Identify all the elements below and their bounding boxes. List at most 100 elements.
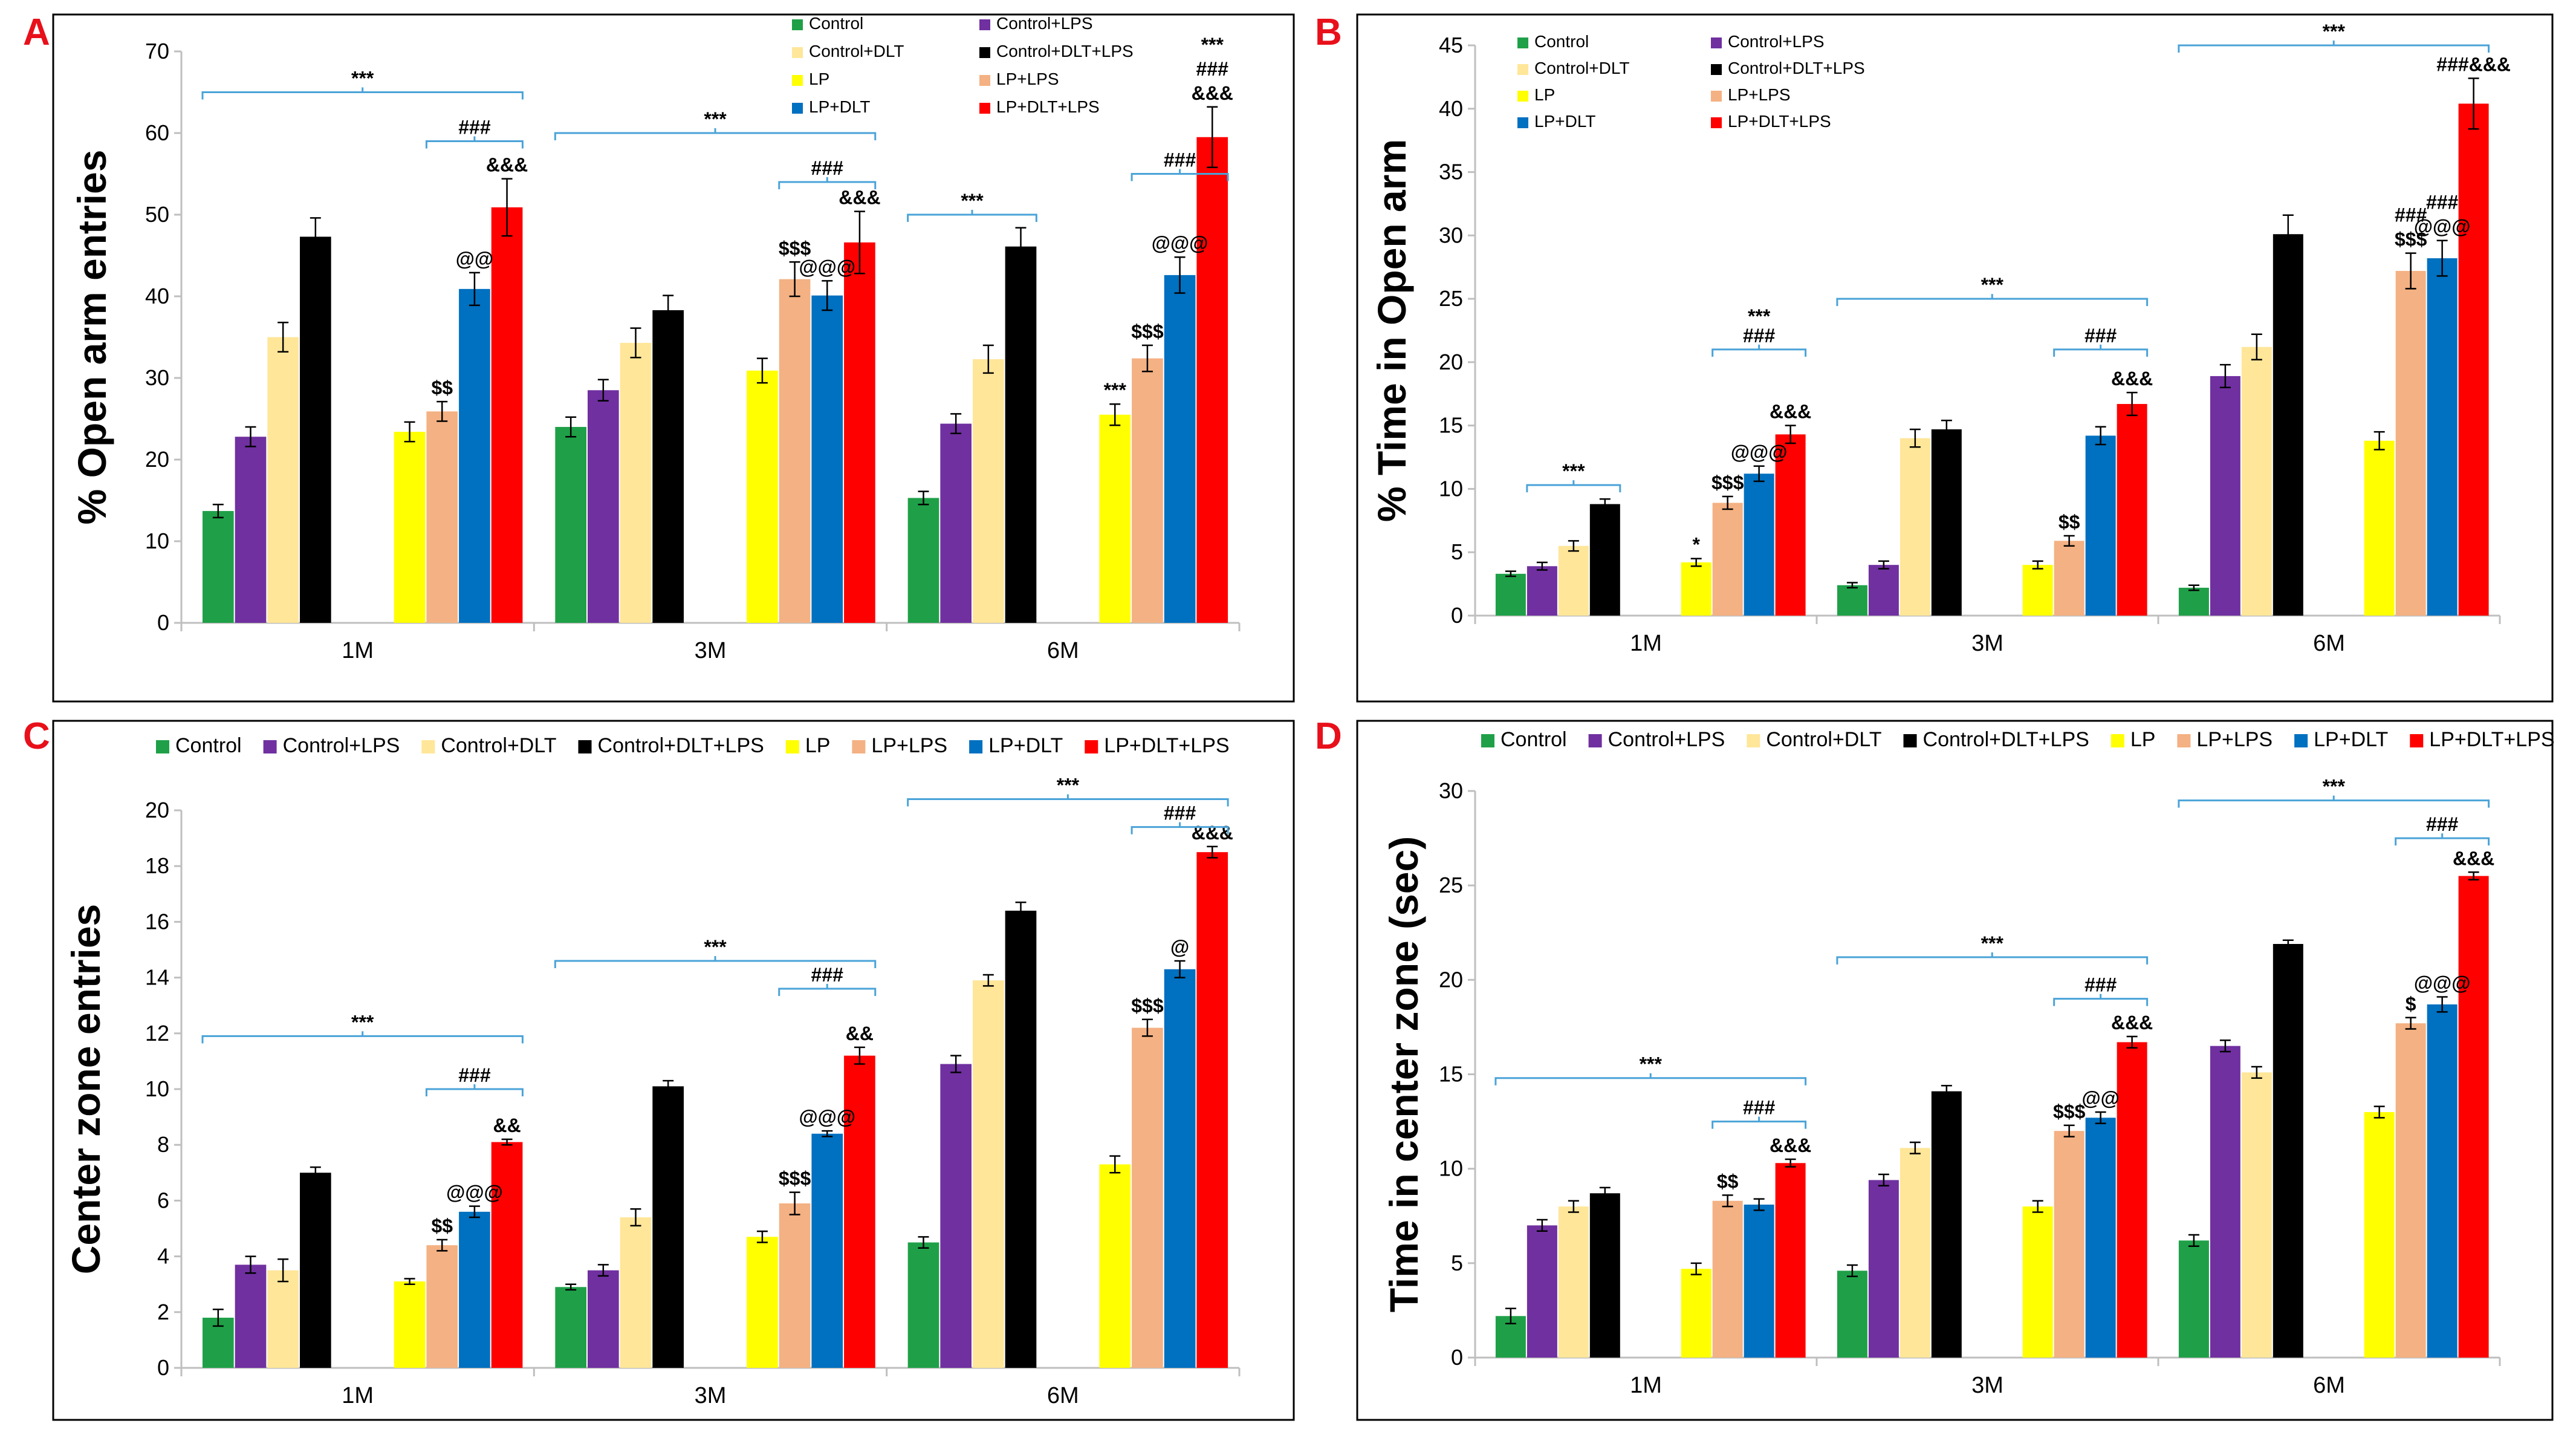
legend-swatch bbox=[1747, 734, 1760, 747]
bar bbox=[2054, 1131, 2084, 1358]
bar bbox=[1558, 1206, 1589, 1358]
bar bbox=[779, 279, 811, 623]
bar bbox=[1712, 1200, 1743, 1358]
bar bbox=[203, 511, 234, 623]
y-tick-label: 30 bbox=[1439, 223, 1463, 247]
significance-bracket bbox=[554, 128, 877, 140]
bar bbox=[940, 1064, 972, 1368]
y-tick-label: 8 bbox=[157, 1132, 169, 1157]
legend-label: LP+DLT bbox=[988, 734, 1063, 757]
significance-marker: &&& bbox=[2111, 368, 2153, 389]
bar bbox=[2178, 1240, 2209, 1358]
bar bbox=[426, 1245, 458, 1368]
bracket-label: *** bbox=[351, 1011, 374, 1033]
bar bbox=[2458, 103, 2489, 616]
significance-bracket bbox=[425, 136, 524, 149]
bar bbox=[555, 1287, 586, 1368]
significance-bracket bbox=[1836, 952, 2149, 965]
legend-swatch bbox=[979, 47, 990, 58]
panel-letter: A bbox=[23, 11, 50, 53]
legend-label: Control+LPS bbox=[1608, 728, 1725, 751]
significance-bracket bbox=[554, 955, 877, 968]
y-tick-label: 12 bbox=[145, 1021, 169, 1046]
bar bbox=[2085, 1118, 2116, 1358]
bar bbox=[1589, 504, 1620, 616]
bracket-label: ### bbox=[1164, 149, 1196, 171]
significance-bracket bbox=[1494, 1073, 1807, 1085]
bar bbox=[1005, 246, 1037, 623]
bar bbox=[394, 1281, 426, 1368]
bar bbox=[2458, 876, 2489, 1358]
significance-marker: ###&&& bbox=[2436, 53, 2511, 75]
legend-label: Control bbox=[1501, 728, 1567, 751]
bar bbox=[235, 1264, 267, 1368]
bracket-label: *** bbox=[704, 108, 727, 130]
legend-swatch bbox=[852, 740, 866, 753]
y-axis-title: % Time in Open arm bbox=[1369, 139, 1414, 522]
legend-swatch bbox=[1517, 37, 1528, 48]
bar bbox=[235, 437, 267, 623]
bar bbox=[1681, 1269, 1711, 1358]
bracket-label: ### bbox=[811, 964, 844, 986]
bar bbox=[1164, 969, 1196, 1368]
bracket-label: *** bbox=[2323, 21, 2346, 42]
y-tick-label: 5 bbox=[1451, 1251, 1463, 1275]
significance-marker: *** bbox=[1201, 34, 1224, 56]
significance-marker: $$$ bbox=[779, 1168, 811, 1189]
bar bbox=[1931, 429, 1962, 616]
bar bbox=[2117, 1042, 2147, 1358]
legend-swatch bbox=[2410, 734, 2424, 747]
x-category-label: 6M bbox=[2313, 1373, 2345, 1398]
legend-label: Control+DLT bbox=[1766, 728, 1881, 751]
legend-swatch bbox=[1085, 740, 1098, 753]
x-category-label: 6M bbox=[1047, 638, 1079, 663]
significance-marker: $$$ bbox=[1131, 995, 1164, 1017]
bar bbox=[1099, 1164, 1131, 1368]
legend-swatch bbox=[1711, 64, 1722, 75]
y-tick-label: 15 bbox=[1439, 413, 1463, 438]
bracket-label: ### bbox=[458, 1064, 491, 1086]
significance-marker: $$ bbox=[1717, 1170, 1739, 1192]
significance-marker: *** bbox=[1104, 379, 1127, 401]
y-tick-label: 16 bbox=[145, 909, 169, 934]
panel-frame bbox=[1356, 720, 2554, 1421]
legend-label: Control+LPS bbox=[283, 734, 400, 757]
bar bbox=[907, 498, 939, 623]
significance-marker: &&& bbox=[2453, 847, 2494, 869]
bar bbox=[2395, 1023, 2426, 1358]
bar bbox=[1099, 414, 1131, 623]
y-tick-label: 50 bbox=[145, 202, 169, 227]
significance-bracket bbox=[201, 1031, 524, 1044]
bracket-label: *** bbox=[1640, 1053, 1663, 1075]
legend-label: LP bbox=[805, 734, 831, 757]
y-tick-label: 6 bbox=[157, 1188, 169, 1212]
bracket-label: ### bbox=[1164, 802, 1196, 824]
significance-marker: * bbox=[1692, 534, 1700, 556]
significance-marker: $$$ bbox=[1711, 472, 1744, 493]
x-category-label: 3M bbox=[1971, 631, 2003, 656]
legend-label: LP+DLT+LPS bbox=[996, 97, 1100, 116]
significance-marker: &&& bbox=[1192, 82, 1233, 104]
bar bbox=[1196, 852, 1228, 1368]
legend-swatch bbox=[2177, 734, 2191, 747]
bar bbox=[491, 207, 523, 623]
significance-bracket bbox=[1711, 344, 1807, 357]
bar bbox=[652, 310, 684, 623]
legend-label: LP+LPS bbox=[1728, 85, 1791, 104]
y-tick-label: 20 bbox=[1439, 350, 1463, 374]
bracket-label: ### bbox=[1743, 325, 1776, 347]
bracket-label: ### bbox=[2084, 974, 2117, 996]
legend-label: Control+DLT+LPS bbox=[996, 42, 1134, 60]
legend-label: Control+LPS bbox=[996, 14, 1093, 33]
legend-swatch bbox=[792, 19, 803, 30]
significance-bracket bbox=[778, 984, 877, 997]
bar bbox=[2427, 258, 2458, 616]
bar bbox=[459, 288, 490, 623]
bar bbox=[652, 1086, 684, 1368]
bar bbox=[1837, 585, 1867, 616]
legend-swatch bbox=[792, 47, 803, 58]
x-category-label: 1M bbox=[342, 1383, 374, 1408]
significance-bracket bbox=[1836, 294, 2149, 307]
x-category-label: 1M bbox=[1630, 631, 1662, 656]
significance-bracket bbox=[2053, 344, 2149, 357]
